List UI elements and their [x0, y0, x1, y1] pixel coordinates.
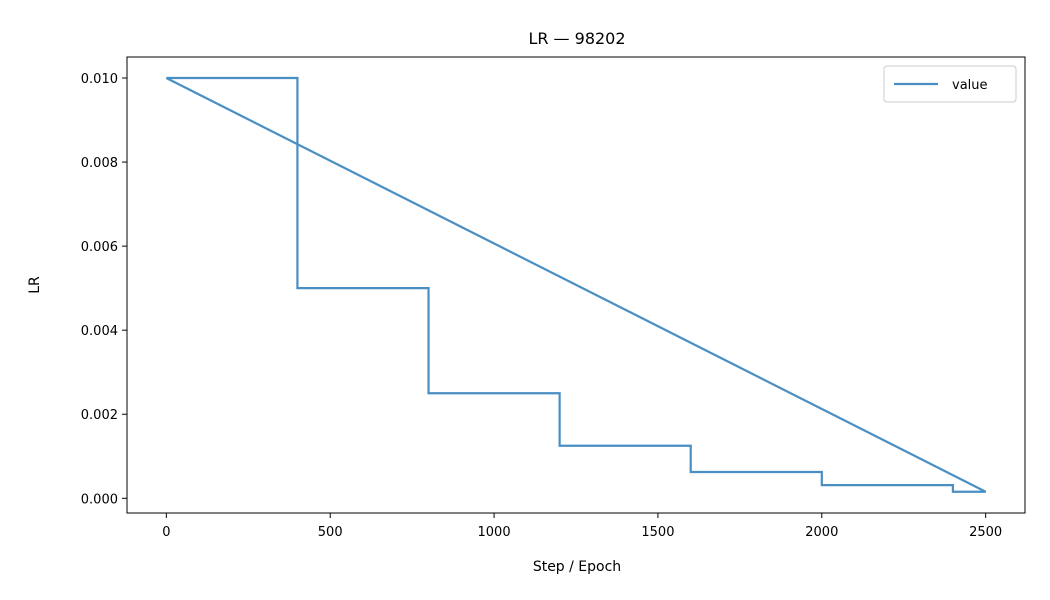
- x-tick-label: 0: [162, 525, 170, 540]
- legend-label-value: value: [952, 78, 988, 93]
- y-tick-label: 0.006: [81, 240, 118, 255]
- series-layer: [165, 76, 987, 493]
- legend: value: [883, 65, 1017, 103]
- y-tick-label: 0.002: [81, 408, 118, 423]
- chart-title: LR — 98202: [528, 29, 625, 48]
- x-tick-label: 1500: [641, 525, 674, 540]
- y-tick-label: 0.000: [81, 492, 118, 507]
- y-tick-label: 0.008: [81, 156, 118, 171]
- x-tick-label: 500: [318, 525, 343, 540]
- x-axis-label: Step / Epoch: [533, 559, 621, 575]
- y-axis-label: LR: [27, 276, 43, 294]
- x-tick-label: 2500: [969, 525, 1002, 540]
- y-axis-ticks: 0.000 0.002 0.004 0.006 0.008 0.010: [81, 72, 127, 507]
- y-tick-label: 0.010: [81, 72, 118, 87]
- legend-box: [883, 65, 1017, 103]
- y-tick-label: 0.004: [81, 324, 118, 339]
- x-axis-ticks: 0 500 1000 1500 2000 2500: [162, 513, 1002, 540]
- x-tick-label: 1000: [478, 525, 511, 540]
- x-tick-label: 2000: [805, 525, 838, 540]
- series-line-value: [165, 76, 987, 493]
